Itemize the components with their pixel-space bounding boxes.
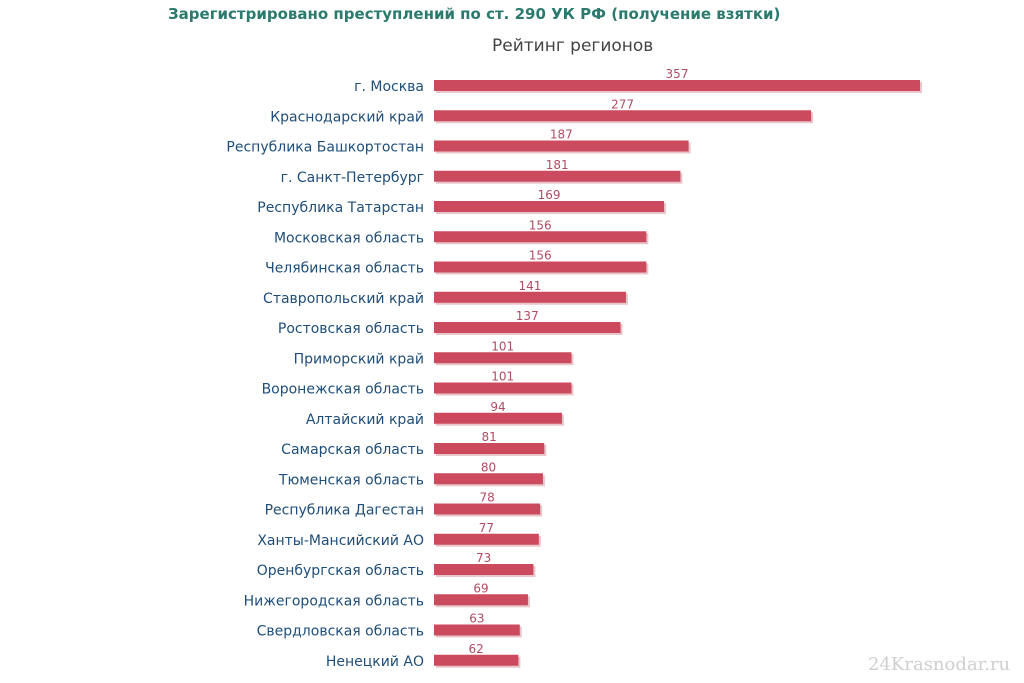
data-label: 181 xyxy=(546,158,569,172)
data-label: 141 xyxy=(519,279,542,293)
bar xyxy=(434,291,626,303)
chart-title: Зарегистрировано преступлений по ст. 290… xyxy=(168,5,781,23)
category-label: г. Санкт-Петербург xyxy=(281,170,424,186)
data-label: 81 xyxy=(481,430,496,444)
bar xyxy=(434,412,562,424)
data-label: 101 xyxy=(491,370,514,384)
data-label: 63 xyxy=(469,612,484,626)
bar xyxy=(434,231,647,243)
bar xyxy=(434,654,519,666)
category-label: Республика Татарстан xyxy=(257,200,424,216)
watermark: 24Krasnodar.ru xyxy=(868,654,1011,675)
bar xyxy=(434,110,812,122)
bar xyxy=(434,261,647,273)
bar xyxy=(434,352,572,364)
bar xyxy=(434,533,539,545)
data-label: 69 xyxy=(473,581,488,595)
category-label: Нижегородская область xyxy=(244,593,424,609)
data-label: 77 xyxy=(479,521,494,535)
category-label: Ростовская область xyxy=(278,321,424,337)
category-label: Краснодарский край xyxy=(270,109,424,125)
bar xyxy=(434,201,665,212)
bar xyxy=(434,80,920,91)
category-label: Челябинская область xyxy=(265,261,424,277)
bar xyxy=(434,170,681,182)
data-label: 80 xyxy=(481,460,496,474)
bar xyxy=(434,322,621,333)
category-label: Московская область xyxy=(274,230,424,246)
category-label: Самарская область xyxy=(281,442,424,458)
bar xyxy=(434,503,541,515)
data-label: 187 xyxy=(550,128,573,142)
data-label: 101 xyxy=(491,339,514,353)
category-label: Свердловская область xyxy=(257,624,424,640)
category-label: Ханты-Мансийский АО xyxy=(257,533,424,549)
category-label: Тюменская область xyxy=(278,472,424,488)
data-label: 277 xyxy=(611,97,634,111)
category-label: Приморский край xyxy=(294,351,424,367)
data-label: 156 xyxy=(529,218,552,232)
bar xyxy=(434,382,572,394)
category-label: Республика Дагестан xyxy=(265,503,424,519)
data-label: 357 xyxy=(666,67,689,81)
bar xyxy=(434,564,534,575)
data-label: 62 xyxy=(469,642,484,656)
category-label: Алтайский край xyxy=(306,412,424,428)
category-label: Ненецкий АО xyxy=(326,654,424,670)
data-label: 78 xyxy=(479,491,494,505)
data-label: 73 xyxy=(476,551,491,565)
data-label: 137 xyxy=(516,309,539,323)
category-label: г. Москва xyxy=(354,79,424,95)
bar xyxy=(434,594,528,606)
data-label: 169 xyxy=(538,188,561,202)
category-label: Оренбургская область xyxy=(257,563,424,579)
chart-subtitle: Рейтинг регионов xyxy=(492,36,654,56)
bar xyxy=(434,140,689,152)
bar xyxy=(434,624,520,636)
category-label: Республика Башкортостан xyxy=(226,140,424,156)
category-label: Ставропольский край xyxy=(263,291,424,307)
bar xyxy=(434,443,545,454)
data-label: 94 xyxy=(490,400,505,414)
bar xyxy=(434,473,543,485)
data-label: 156 xyxy=(529,249,552,263)
category-label: Воронежская область xyxy=(262,382,424,398)
